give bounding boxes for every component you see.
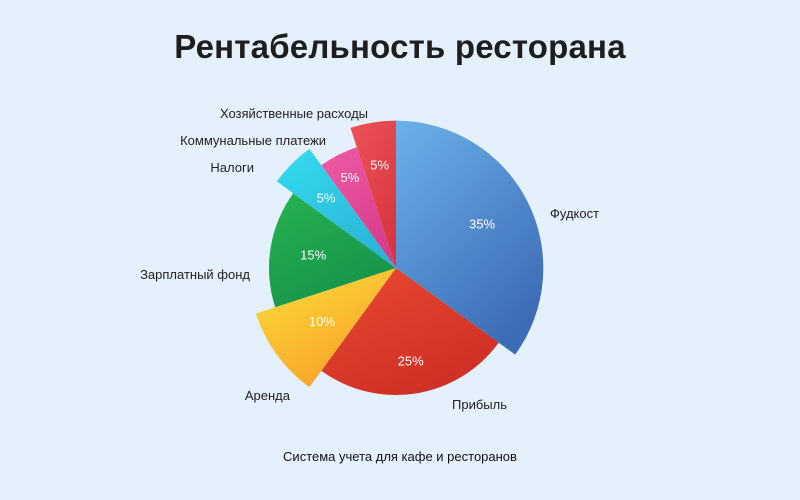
slice-value-label: 35% <box>469 217 495 232</box>
slice-value-label: 15% <box>300 247 326 262</box>
pie-slice <box>269 193 396 308</box>
slice-value-label: 5% <box>370 158 389 173</box>
slice-category-label: Налоги <box>210 160 254 175</box>
slice-category-label: Зарплатный фонд <box>140 267 250 282</box>
pie-slices <box>255 120 544 396</box>
slice-category-label: Коммунальные платежи <box>180 133 326 148</box>
page-title: Рентабельность ресторана <box>174 28 626 65</box>
slice-value-label: 5% <box>341 170 360 185</box>
pie-slice <box>321 268 499 396</box>
pie-slice <box>276 148 396 268</box>
pie-slice <box>350 120 396 269</box>
slice-category-label: Прибыль <box>452 397 507 412</box>
slice-value-label: 25% <box>398 353 424 368</box>
slice-value-label: 10% <box>309 314 335 329</box>
slice-category-label: Хозяйственные расходы <box>220 106 368 121</box>
pie-slice <box>321 147 396 268</box>
slice-category-label: Аренда <box>245 388 291 403</box>
pie-slice <box>255 268 396 388</box>
pie-labels: 35% Фудкост 25% Прибыль 10% Аренда 15% Зарплатн… <box>140 106 599 412</box>
slice-category-label: Фудкост <box>550 206 599 221</box>
chart-caption: Система учета для кафе и ресторанов <box>283 449 517 464</box>
pie-slice <box>396 120 544 355</box>
slice-value-label: 5% <box>317 191 336 206</box>
